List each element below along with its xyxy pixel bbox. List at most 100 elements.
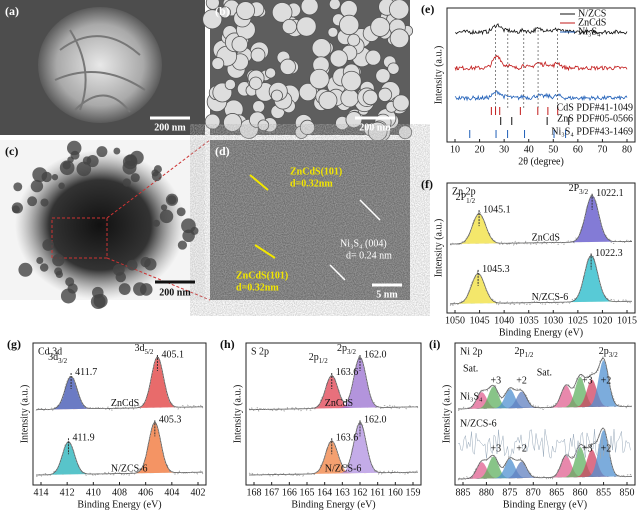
particle — [39, 263, 49, 272]
x-tick-label: 1015 — [617, 315, 637, 326]
sample-label: N/ZCS-6 — [532, 292, 569, 303]
orbital-label: 2p1/2 — [514, 346, 533, 358]
xrd-curve — [454, 23, 628, 36]
particle — [249, 76, 263, 90]
particle — [299, 119, 316, 135]
y-axis-label: Intensity (a.u.) — [441, 385, 452, 444]
fringe-marker — [329, 264, 346, 281]
peak-value: 163.6 — [336, 433, 359, 444]
scale-label: 200 nm — [359, 122, 391, 133]
particle — [152, 219, 160, 227]
ref-label: ZnS PDF#05-0566 — [557, 113, 633, 124]
particle — [18, 262, 33, 277]
fit-peak — [458, 360, 632, 409]
x-tick-label: 160 — [388, 487, 403, 498]
particle — [96, 146, 108, 158]
x-tick-label: 404 — [164, 487, 179, 498]
particle — [252, 100, 266, 114]
x-tick-label: 855 — [596, 487, 611, 498]
x-axis-label: Binding Energy (eV) — [77, 499, 161, 510]
x-tick-label: 166 — [282, 487, 297, 498]
x-tick-label: 865 — [549, 487, 564, 498]
particle — [279, 58, 296, 75]
oxidation-label: +3 — [582, 443, 593, 454]
x-tick-label: 860 — [573, 487, 588, 498]
particle — [224, 78, 236, 91]
core-level: Ni 2p — [460, 346, 483, 357]
sample-label: ZnCdS — [111, 398, 139, 409]
orbital-label: 2p3/2 — [599, 346, 618, 358]
x-tick-label: 408 — [112, 487, 127, 498]
raw-data — [35, 421, 204, 477]
particle — [211, 57, 225, 70]
particle — [271, 2, 293, 23]
particle — [345, 111, 363, 129]
particle — [160, 204, 168, 211]
lattice-noise — [210, 140, 410, 300]
particle — [389, 28, 410, 49]
x-axis-label: 2θ (degree) — [518, 156, 564, 167]
particle — [375, 68, 391, 84]
particle — [339, 14, 360, 36]
raw-data — [248, 356, 419, 413]
particle — [318, 90, 338, 110]
x-tick-label: 850 — [620, 487, 635, 498]
sample-label: N/ZCS-6 — [460, 418, 497, 429]
particle — [398, 125, 413, 140]
orbital-label: 2p3/2 — [337, 343, 356, 355]
particle — [362, 89, 379, 106]
panel-label: (h) — [220, 337, 235, 351]
raw-data — [457, 355, 633, 411]
fit-peak — [458, 458, 632, 479]
peak-value: 162.0 — [364, 415, 387, 426]
particle — [218, 6, 232, 19]
x-tick-label: 875 — [502, 487, 517, 498]
particle — [298, 82, 318, 102]
orbital-main: 2p — [309, 352, 319, 363]
petal — [54, 29, 146, 113]
fit-peak — [36, 376, 203, 410]
particle — [42, 239, 55, 251]
peak-value: 405.1 — [161, 349, 184, 360]
particle — [115, 271, 126, 283]
particle — [388, 0, 410, 20]
orbital-sub: 3/2 — [579, 188, 588, 196]
fit-peak — [450, 273, 632, 304]
particle — [52, 253, 65, 267]
fit-peak — [458, 386, 632, 409]
particle — [347, 33, 361, 47]
particle — [309, 68, 330, 90]
particle — [340, 88, 359, 108]
x-tick-label: 414 — [34, 487, 49, 498]
x-tick-label: 168 — [247, 487, 262, 498]
x-tick-label: 60 — [573, 144, 583, 155]
orbital-main: 2P — [456, 192, 467, 203]
core-level: Zn 2p — [452, 186, 476, 197]
orbital-label: 2p1/2 — [309, 352, 328, 364]
x-tick-label: 50 — [548, 144, 558, 155]
x-tick-label: 402 — [191, 487, 206, 498]
x-tick-label: 1025 — [568, 315, 588, 326]
orbital-main: 2p — [514, 346, 524, 357]
scale-label: 200 nm — [154, 122, 186, 133]
particle — [30, 179, 44, 193]
fit-peak — [36, 422, 203, 476]
x-tick-label: 410 — [86, 487, 101, 498]
orbital-label: 3d3/2 — [48, 352, 67, 364]
orbital-main: 3d — [48, 352, 58, 363]
particle — [27, 196, 38, 207]
raw-data — [449, 194, 633, 246]
orbital-main: 2p — [599, 346, 609, 357]
oxidation-label: +3 — [582, 375, 593, 386]
x-tick-label: 163 — [335, 487, 350, 498]
particle — [182, 229, 195, 243]
particle — [151, 169, 159, 177]
particle — [328, 0, 341, 11]
y-axis-label: Intensity (a.u.) — [433, 46, 444, 105]
panel-label: (c) — [5, 144, 18, 158]
core-level: Cd 3d — [38, 346, 62, 357]
zoom-line — [106, 257, 211, 301]
envelope — [449, 195, 633, 245]
particle — [125, 154, 137, 167]
oxidation-label: +2 — [601, 443, 612, 454]
